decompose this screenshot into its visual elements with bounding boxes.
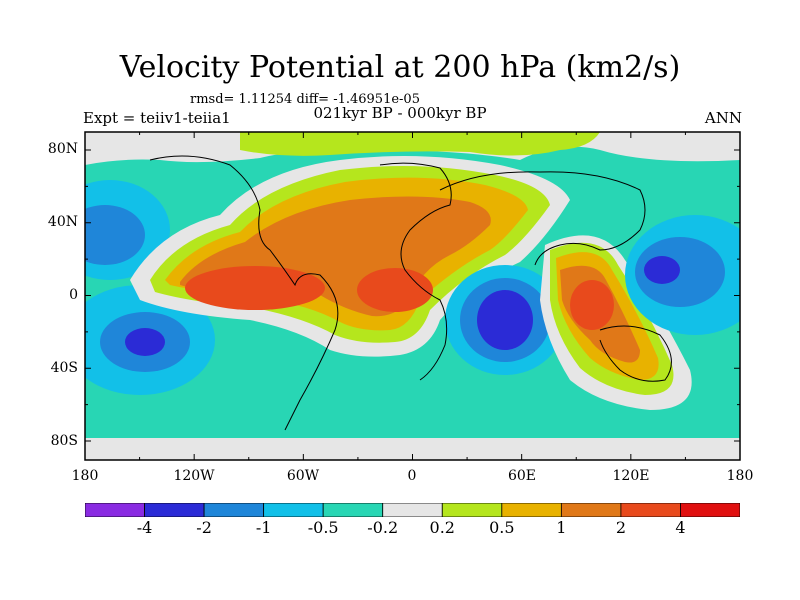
colorbar-swatch-5	[382, 503, 443, 517]
lon-label-60e: 60E	[507, 468, 537, 484]
colorbar-label: -1	[255, 518, 272, 537]
axis-ticks	[84, 132, 741, 460]
colorbar-label: 2	[615, 518, 626, 537]
plot-subtitle: 021kyr BP - 000kyr BP	[313, 104, 487, 122]
lat-label-80s: 80S	[50, 433, 78, 449]
colorbar-swatch-4	[322, 503, 384, 517]
contour-fill	[85, 132, 740, 460]
lat-label-eq: 0	[69, 287, 78, 303]
colorbar-label: -0.5	[307, 518, 339, 537]
lon-label-60w: 60W	[286, 468, 320, 484]
colorbar-swatch-7	[501, 503, 562, 517]
lat-label-80n: 80N	[47, 141, 78, 157]
lon-label-0: 0	[407, 468, 417, 484]
colorbar-swatch-10	[680, 503, 740, 517]
lon-label-180e: 180	[726, 468, 754, 484]
plot-title: Velocity Potential at 200 hPa (km2/s)	[119, 50, 681, 85]
colorbar-label: 4	[675, 518, 686, 537]
colorbar	[85, 503, 740, 517]
coastlines	[149, 155, 672, 431]
colorbar-swatch-2	[203, 503, 265, 517]
colorbar-label: -0.2	[367, 518, 399, 537]
experiment-label: Expt = teiiv1-teiia1	[83, 109, 231, 127]
colorbar-label: 1	[556, 518, 567, 537]
lon-label-120e: 120E	[612, 468, 650, 484]
colorbar-swatch-0	[85, 503, 145, 517]
colorbar-label: 0.5	[489, 518, 515, 537]
colorbar-label: -2	[196, 518, 212, 537]
colorbar-swatch-9	[620, 503, 681, 517]
lon-label-180w: 180	[71, 468, 99, 484]
colorbar-swatch-1	[144, 503, 205, 517]
colorbar-label: -4	[136, 518, 153, 537]
stats-line: rmsd= 1.11254 diff= -1.46951e-05	[190, 92, 420, 107]
season-label: ANN	[704, 109, 742, 127]
colorbar-swatch-3	[263, 503, 324, 517]
colorbar-swatch-8	[560, 503, 622, 517]
lat-label-40s: 40S	[50, 360, 78, 376]
lon-label-120w: 120W	[173, 468, 215, 484]
colorbar-swatch-6	[441, 503, 503, 517]
colorbar-label: 0.2	[429, 518, 455, 537]
lat-label-40n: 40N	[47, 214, 78, 230]
